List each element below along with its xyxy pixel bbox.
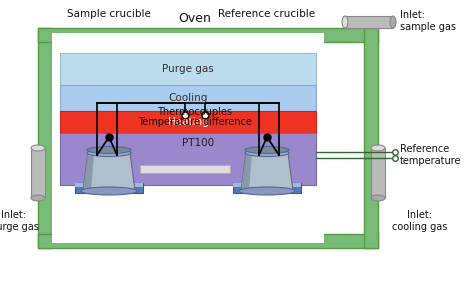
Text: PT100: PT100: [182, 138, 214, 148]
Bar: [364, 28, 378, 248]
Text: Inlet:
purge gas: Inlet: purge gas: [0, 210, 38, 232]
Text: Purge gas: Purge gas: [162, 64, 214, 74]
Bar: [60, 85, 316, 111]
Ellipse shape: [371, 145, 385, 151]
Ellipse shape: [245, 147, 289, 153]
Text: Temperature difference: Temperature difference: [138, 117, 252, 127]
Ellipse shape: [371, 195, 385, 201]
Bar: [233, 183, 301, 193]
Bar: [371, 148, 385, 198]
Text: Heating: Heating: [168, 117, 209, 127]
Text: Sample crucible: Sample crucible: [67, 9, 151, 19]
Ellipse shape: [31, 195, 45, 201]
Bar: [38, 234, 378, 248]
Ellipse shape: [31, 145, 45, 151]
Polygon shape: [83, 153, 135, 191]
Ellipse shape: [81, 187, 137, 195]
Bar: [52, 33, 324, 243]
Text: Reference crucible: Reference crucible: [219, 9, 316, 19]
Bar: [75, 183, 143, 187]
Ellipse shape: [87, 150, 131, 156]
Bar: [60, 133, 316, 185]
Bar: [38, 28, 378, 42]
Bar: [140, 165, 230, 173]
Ellipse shape: [390, 16, 396, 28]
Bar: [38, 28, 52, 248]
Bar: [31, 148, 45, 198]
Text: Inlet:
sample gas: Inlet: sample gas: [400, 10, 456, 32]
Ellipse shape: [87, 147, 131, 153]
Text: Thermocouples: Thermocouples: [157, 107, 233, 117]
Bar: [60, 53, 316, 85]
Text: Reference
temperature: Reference temperature: [400, 144, 462, 166]
Text: Oven: Oven: [179, 12, 211, 24]
Polygon shape: [241, 153, 252, 191]
Ellipse shape: [342, 16, 348, 28]
Ellipse shape: [239, 187, 295, 195]
Polygon shape: [241, 153, 293, 191]
Bar: [60, 111, 316, 133]
Text: Inlet:
cooling gas: Inlet: cooling gas: [392, 210, 447, 232]
Bar: [345, 16, 393, 28]
Text: Cooling: Cooling: [168, 93, 208, 103]
Ellipse shape: [245, 150, 289, 156]
Bar: [233, 183, 301, 187]
Polygon shape: [83, 153, 94, 191]
Bar: [75, 183, 143, 193]
